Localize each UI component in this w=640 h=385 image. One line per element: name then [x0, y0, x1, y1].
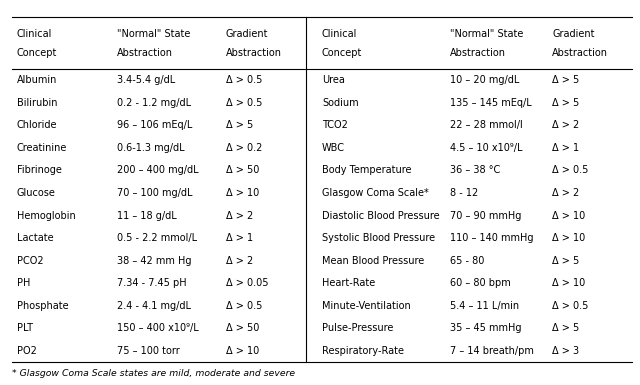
- Text: Δ > 2: Δ > 2: [226, 256, 253, 266]
- Text: Δ > 50: Δ > 50: [226, 166, 259, 176]
- Text: Δ > 10: Δ > 10: [226, 346, 259, 356]
- Text: Clinical: Clinical: [322, 29, 357, 39]
- Text: Systolic Blood Pressure: Systolic Blood Pressure: [322, 233, 435, 243]
- Text: Gradient: Gradient: [226, 29, 268, 39]
- Text: PCO2: PCO2: [17, 256, 44, 266]
- Text: Pulse-Pressure: Pulse-Pressure: [322, 323, 394, 333]
- Text: Mean Blood Pressure: Mean Blood Pressure: [322, 256, 424, 266]
- Text: 38 – 42 mm Hg: 38 – 42 mm Hg: [117, 256, 191, 266]
- Text: 8 - 12: 8 - 12: [450, 188, 478, 198]
- Text: Concept: Concept: [17, 48, 57, 58]
- Text: Phosphate: Phosphate: [17, 301, 68, 311]
- Text: 96 – 106 mEq/L: 96 – 106 mEq/L: [117, 121, 193, 131]
- Text: 22 – 28 mmol/l: 22 – 28 mmol/l: [450, 121, 523, 131]
- Text: Hemoglobin: Hemoglobin: [17, 211, 76, 221]
- Text: Glucose: Glucose: [17, 188, 56, 198]
- Text: Clinical: Clinical: [17, 29, 52, 39]
- Text: Δ > 5: Δ > 5: [552, 256, 580, 266]
- Text: 60 – 80 bpm: 60 – 80 bpm: [450, 278, 511, 288]
- Text: Abstraction: Abstraction: [117, 48, 173, 58]
- Text: Δ > 1: Δ > 1: [552, 143, 579, 153]
- Text: 110 – 140 mmHg: 110 – 140 mmHg: [450, 233, 533, 243]
- Text: Abstraction: Abstraction: [450, 48, 506, 58]
- Text: 0.5 - 2.2 mmol/L: 0.5 - 2.2 mmol/L: [117, 233, 197, 243]
- Text: 36 – 38 °C: 36 – 38 °C: [450, 166, 500, 176]
- Text: 70 – 100 mg/dL: 70 – 100 mg/dL: [117, 188, 193, 198]
- Text: Abstraction: Abstraction: [552, 48, 608, 58]
- Text: Δ > 0.5: Δ > 0.5: [552, 166, 589, 176]
- Text: Fibrinoge: Fibrinoge: [17, 166, 61, 176]
- Text: Δ > 3: Δ > 3: [552, 346, 579, 356]
- Text: Δ > 0.5: Δ > 0.5: [226, 301, 262, 311]
- Text: 10 – 20 mg/dL: 10 – 20 mg/dL: [450, 75, 519, 85]
- Text: Minute-Ventilation: Minute-Ventilation: [322, 301, 411, 311]
- Text: 135 – 145 mEq/L: 135 – 145 mEq/L: [450, 98, 532, 108]
- Text: Creatinine: Creatinine: [17, 143, 67, 153]
- Text: 0.2 - 1.2 mg/dL: 0.2 - 1.2 mg/dL: [117, 98, 191, 108]
- Text: "Normal" State: "Normal" State: [450, 29, 524, 39]
- Text: Δ > 1: Δ > 1: [226, 233, 253, 243]
- Text: 75 – 100 torr: 75 – 100 torr: [117, 346, 180, 356]
- Text: Gradient: Gradient: [552, 29, 595, 39]
- Text: Δ > 5: Δ > 5: [552, 75, 580, 85]
- Text: 11 – 18 g/dL: 11 – 18 g/dL: [117, 211, 177, 221]
- Text: Δ > 0.5: Δ > 0.5: [552, 301, 589, 311]
- Text: Δ > 2: Δ > 2: [552, 121, 580, 131]
- Text: Δ > 10: Δ > 10: [226, 188, 259, 198]
- Text: 7 – 14 breath/pm: 7 – 14 breath/pm: [450, 346, 534, 356]
- Text: Urea: Urea: [322, 75, 345, 85]
- Text: PH: PH: [17, 278, 30, 288]
- Text: 65 - 80: 65 - 80: [450, 256, 484, 266]
- Text: Δ > 0.2: Δ > 0.2: [226, 143, 262, 153]
- Text: Lactate: Lactate: [17, 233, 53, 243]
- Text: 35 – 45 mmHg: 35 – 45 mmHg: [450, 323, 522, 333]
- Text: 2.4 - 4.1 mg/dL: 2.4 - 4.1 mg/dL: [117, 301, 191, 311]
- Text: 70 – 90 mmHg: 70 – 90 mmHg: [450, 211, 522, 221]
- Text: 200 – 400 mg/dL: 200 – 400 mg/dL: [117, 166, 199, 176]
- Text: PLT: PLT: [17, 323, 33, 333]
- Text: 5.4 – 11 L/min: 5.4 – 11 L/min: [450, 301, 519, 311]
- Text: Glasgow Coma Scale*: Glasgow Coma Scale*: [322, 188, 429, 198]
- Text: * Glasgow Coma Scale states are mild, moderate and severe: * Glasgow Coma Scale states are mild, mo…: [12, 369, 294, 378]
- Text: Δ > 2: Δ > 2: [552, 188, 580, 198]
- Text: Δ > 10: Δ > 10: [552, 233, 586, 243]
- Text: PO2: PO2: [17, 346, 36, 356]
- Text: Concept: Concept: [322, 48, 362, 58]
- Text: 3.4-5.4 g/dL: 3.4-5.4 g/dL: [117, 75, 175, 85]
- Text: Δ > 5: Δ > 5: [226, 121, 253, 131]
- Text: Bilirubin: Bilirubin: [17, 98, 57, 108]
- Text: Δ > 10: Δ > 10: [552, 278, 586, 288]
- Text: Chloride: Chloride: [17, 121, 57, 131]
- Text: 7.34 - 7.45 pH: 7.34 - 7.45 pH: [117, 278, 187, 288]
- Text: 4.5 – 10 x10⁹/L: 4.5 – 10 x10⁹/L: [450, 143, 522, 153]
- Text: Diastolic Blood Pressure: Diastolic Blood Pressure: [322, 211, 440, 221]
- Text: Abstraction: Abstraction: [226, 48, 282, 58]
- Text: 0.6-1.3 mg/dL: 0.6-1.3 mg/dL: [117, 143, 185, 153]
- Text: Δ > 50: Δ > 50: [226, 323, 259, 333]
- Text: Respiratory-Rate: Respiratory-Rate: [322, 346, 404, 356]
- Text: Δ > 10: Δ > 10: [552, 211, 586, 221]
- Text: "Normal" State: "Normal" State: [117, 29, 191, 39]
- Text: Albumin: Albumin: [17, 75, 57, 85]
- Text: Δ > 0.05: Δ > 0.05: [226, 278, 268, 288]
- Text: Δ > 2: Δ > 2: [226, 211, 253, 221]
- Text: WBC: WBC: [322, 143, 345, 153]
- Text: Δ > 0.5: Δ > 0.5: [226, 98, 262, 108]
- Text: Heart-Rate: Heart-Rate: [322, 278, 375, 288]
- Text: Sodium: Sodium: [322, 98, 358, 108]
- Text: TCO2: TCO2: [322, 121, 348, 131]
- Text: 150 – 400 x10⁹/L: 150 – 400 x10⁹/L: [117, 323, 199, 333]
- Text: Δ > 5: Δ > 5: [552, 323, 580, 333]
- Text: Δ > 0.5: Δ > 0.5: [226, 75, 262, 85]
- Text: Δ > 5: Δ > 5: [552, 98, 580, 108]
- Text: Body Temperature: Body Temperature: [322, 166, 412, 176]
